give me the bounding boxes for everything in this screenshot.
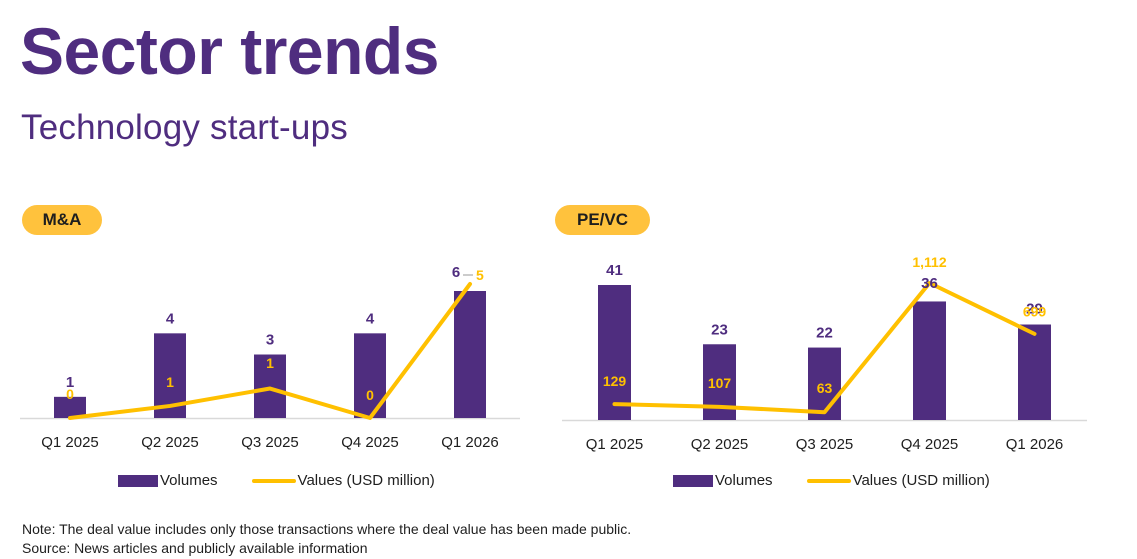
volume-bar	[808, 347, 841, 420]
value-label: 0	[366, 387, 374, 403]
volume-label: 6	[452, 264, 460, 281]
category-label: Q2 2025	[691, 436, 749, 453]
footnote: Note: The deal value includes only those…	[22, 520, 631, 558]
legend-values-label: Values (USD million)	[852, 472, 990, 489]
pevc-section-badge: PE/VC	[555, 205, 650, 235]
volume-bar	[1018, 324, 1051, 420]
volume-bar	[598, 285, 631, 420]
volume-label: 3	[266, 332, 274, 349]
category-label: Q1 2025	[41, 434, 99, 451]
volume-bar	[254, 354, 286, 418]
values-line	[612, 281, 1037, 415]
value-label: 1	[266, 355, 274, 371]
value-label: 1,112	[912, 254, 946, 270]
volume-label: 22	[816, 325, 833, 342]
footnote-source: Source: News articles and publicly avail…	[22, 540, 368, 556]
category-label: Q2 2025	[141, 434, 199, 451]
page-title: Sector trends	[20, 14, 439, 88]
value-label: 1	[166, 374, 174, 390]
volume-bar	[54, 396, 86, 418]
pevc-chart: 41 23 22 36 29 129 107 63 1,112 699 Q1 2025 Q2 2025…	[562, 254, 1087, 453]
legend-values-swatch	[806, 478, 851, 483]
legend-volumes-swatch	[673, 474, 713, 487]
ma-legend: Volumes Values (USD million)	[118, 472, 435, 489]
volume-bar	[454, 291, 486, 418]
legend-values-label: Values (USD million)	[297, 472, 435, 489]
value-label: 699	[1023, 304, 1047, 320]
value-label: 107	[708, 375, 732, 391]
category-label: Q3 2025	[241, 434, 299, 451]
values-line	[68, 282, 472, 420]
category-label: Q4 2025	[901, 436, 959, 453]
legend-values-swatch	[251, 478, 296, 483]
volume-label: 4	[366, 310, 375, 327]
category-label: Q1 2026	[1006, 436, 1064, 453]
value-label: 5	[476, 267, 484, 283]
legend-volumes-label: Volumes	[160, 472, 218, 489]
footnote-note: Note: The deal value includes only those…	[22, 521, 632, 537]
category-label: Q3 2025	[796, 436, 854, 453]
legend-volumes-swatch	[118, 474, 158, 487]
ma-section-badge: M&A	[22, 205, 102, 235]
volume-label: 41	[606, 262, 623, 279]
category-label: Q4 2025	[341, 434, 399, 451]
volume-label: 23	[711, 321, 728, 338]
page-subtitle: Technology start-ups	[21, 108, 348, 147]
volume-label: 36	[921, 275, 938, 292]
value-label: 63	[817, 380, 833, 396]
legend-volumes-label: Volumes	[715, 472, 773, 489]
volume-label: 4	[166, 310, 175, 327]
volume-label: 29	[1026, 301, 1043, 318]
value-label: 0	[66, 386, 74, 402]
category-label: Q1 2026	[441, 434, 499, 451]
pevc-legend: Volumes Values (USD million)	[673, 472, 990, 489]
volume-bar	[913, 301, 946, 420]
value-label: 129	[603, 373, 627, 389]
category-label: Q1 2025	[586, 436, 644, 453]
volume-label: 1	[66, 374, 74, 391]
